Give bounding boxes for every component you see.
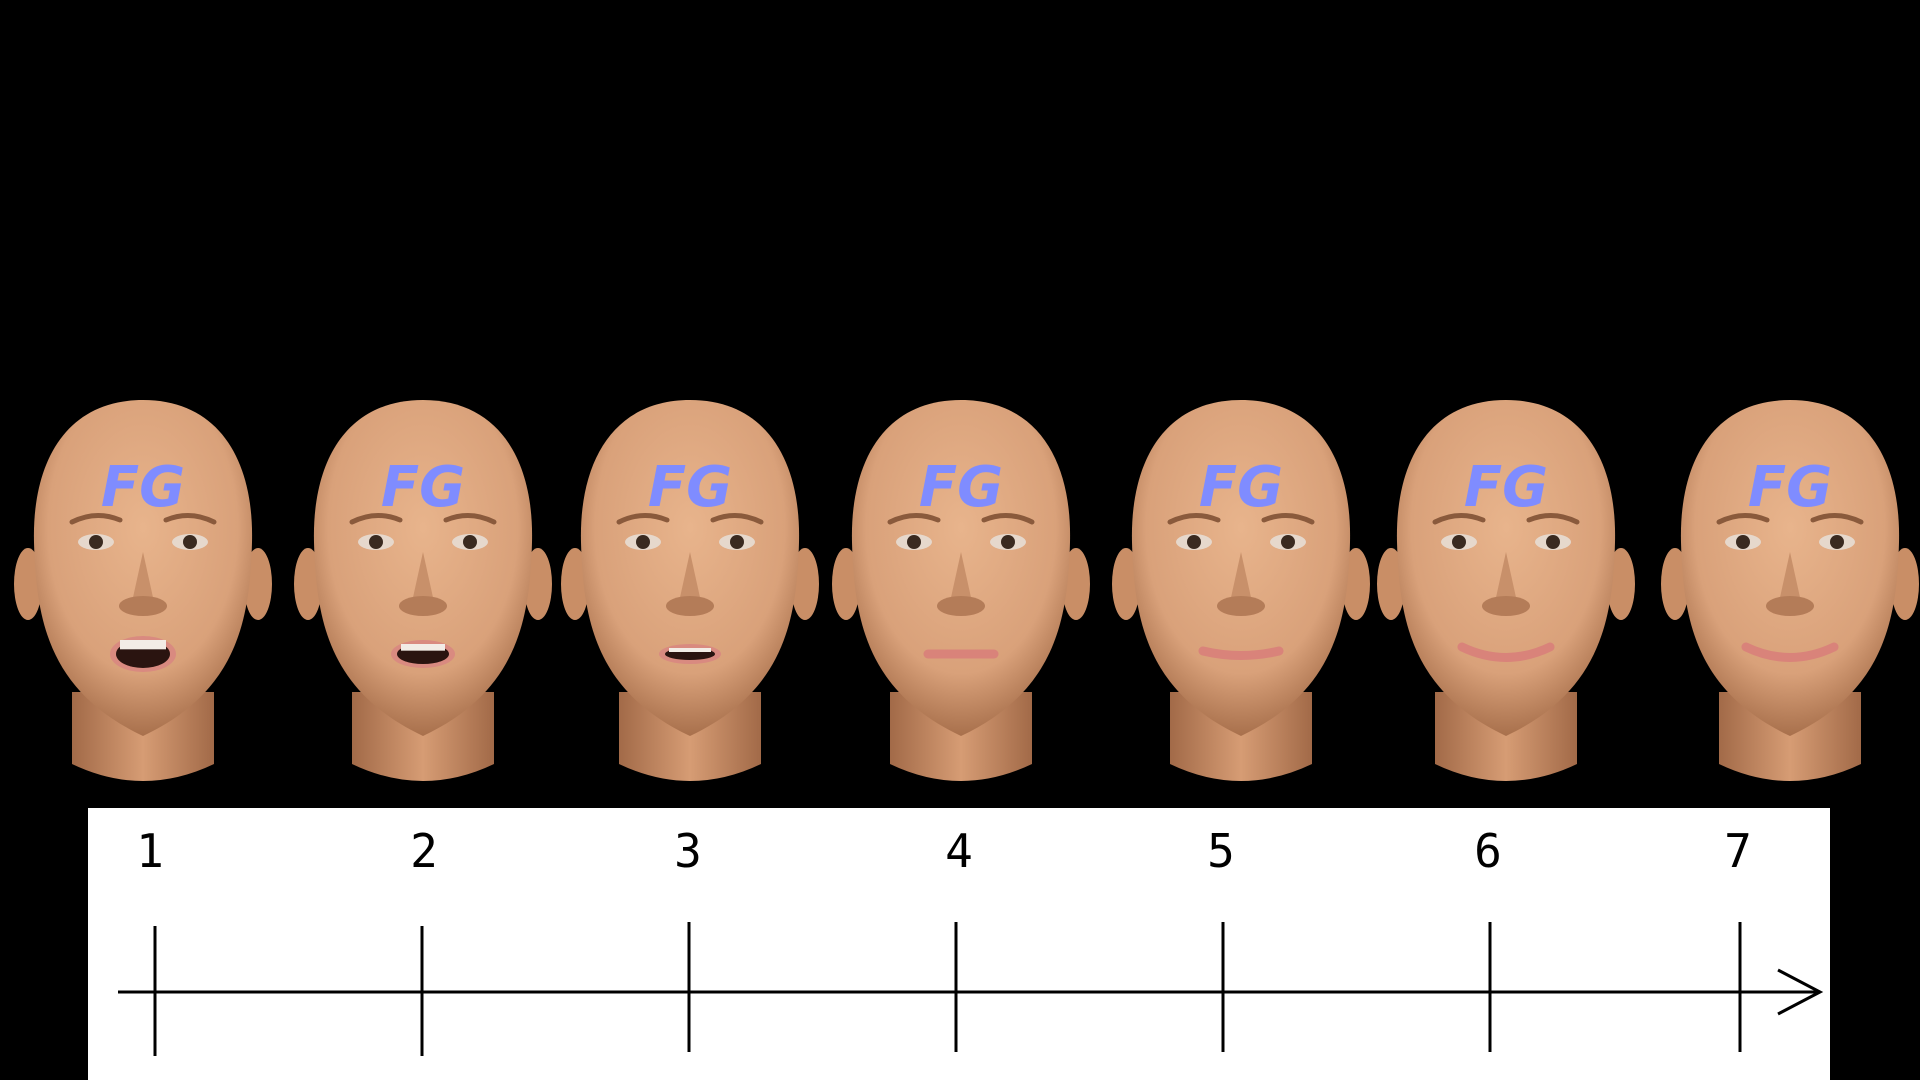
forehead-text: FG	[648, 455, 732, 520]
scale-label-4: 4	[945, 824, 973, 878]
forehead-text: FG	[1464, 455, 1548, 520]
rating-scale-axis	[118, 922, 1824, 1056]
scale-label-1: 1	[136, 824, 164, 878]
scale-arrowhead	[1777, 968, 1824, 1016]
face-7: FG	[1657, 392, 1920, 812]
face-render-2: FG	[294, 400, 552, 781]
scale-label-7: 7	[1724, 824, 1752, 878]
forehead-text: FG	[919, 455, 1003, 520]
face-6: FG	[1373, 392, 1639, 812]
face-render-1: FG	[14, 400, 272, 781]
forehead-text: FG	[381, 455, 465, 520]
scale-label-3: 3	[674, 824, 702, 878]
face-2: FG	[290, 392, 556, 812]
rating-scale-panel: 1 2 3 4 5 6 7	[88, 808, 1830, 1080]
face-render-7: FG	[1661, 400, 1919, 781]
forehead-text: FG	[1199, 455, 1283, 520]
scale-label-6: 6	[1474, 824, 1502, 878]
face-4: FG	[828, 392, 1094, 812]
face-5: FG	[1108, 392, 1374, 812]
face-3: FG	[557, 392, 823, 812]
face-render-3: FG	[561, 400, 819, 781]
face-1: FG	[10, 392, 276, 812]
forehead-text: FG	[1748, 455, 1832, 520]
face-render-6: FG	[1377, 400, 1635, 781]
scale-label-2: 2	[410, 824, 438, 878]
forehead-text: FG	[101, 455, 185, 520]
face-render-4: FG	[832, 400, 1090, 781]
scale-label-5: 5	[1207, 824, 1235, 878]
face-render-5: FG	[1112, 400, 1370, 781]
